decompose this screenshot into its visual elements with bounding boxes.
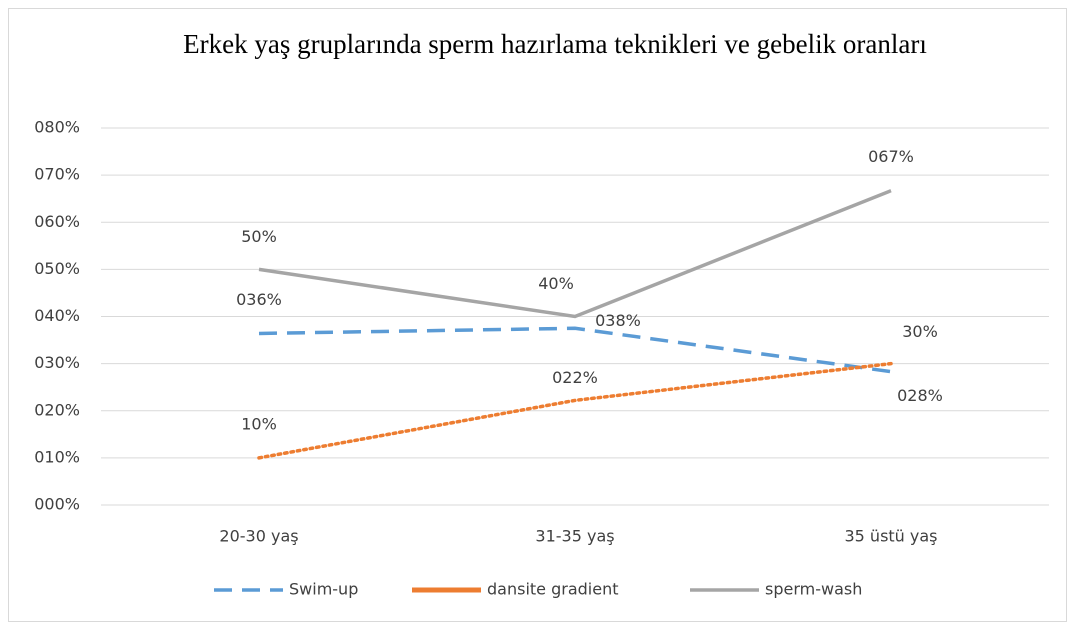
y-tick-label: 080% [34,118,80,137]
data-label: 028% [897,386,943,405]
data-label: 40% [538,274,574,293]
legend-label: dansite gradient [487,580,618,599]
y-tick-label: 040% [34,306,80,325]
y-tick-label: 070% [34,165,80,184]
data-label: 038% [595,311,641,330]
chart-border [8,8,1067,622]
data-label: 067% [868,147,914,166]
data-label: 30% [902,322,938,341]
y-tick-label: 060% [34,212,80,231]
line-series [258,326,892,374]
line-series [258,189,892,319]
y-tick-label: 030% [34,353,80,372]
line-series [257,361,893,460]
data-label: 022% [552,368,598,387]
x-tick-label: 35 üstü yaş [844,527,937,546]
y-tick-label: 020% [34,400,80,419]
data-label: 10% [241,414,277,433]
y-tick-label: 010% [34,447,80,466]
x-tick-label: 20-30 yaş [219,527,298,546]
data-label: 50% [241,227,277,246]
x-tick-label: 31-35 yaş [535,527,614,546]
chart-title: Erkek yaş gruplarında sperm hazırlama te… [183,29,927,59]
y-tick-label: 000% [34,495,80,514]
data-label: 036% [236,290,282,309]
legend-label: sperm-wash [765,580,862,599]
y-tick-label: 050% [34,259,80,278]
legend-label: Swim-up [289,580,358,599]
